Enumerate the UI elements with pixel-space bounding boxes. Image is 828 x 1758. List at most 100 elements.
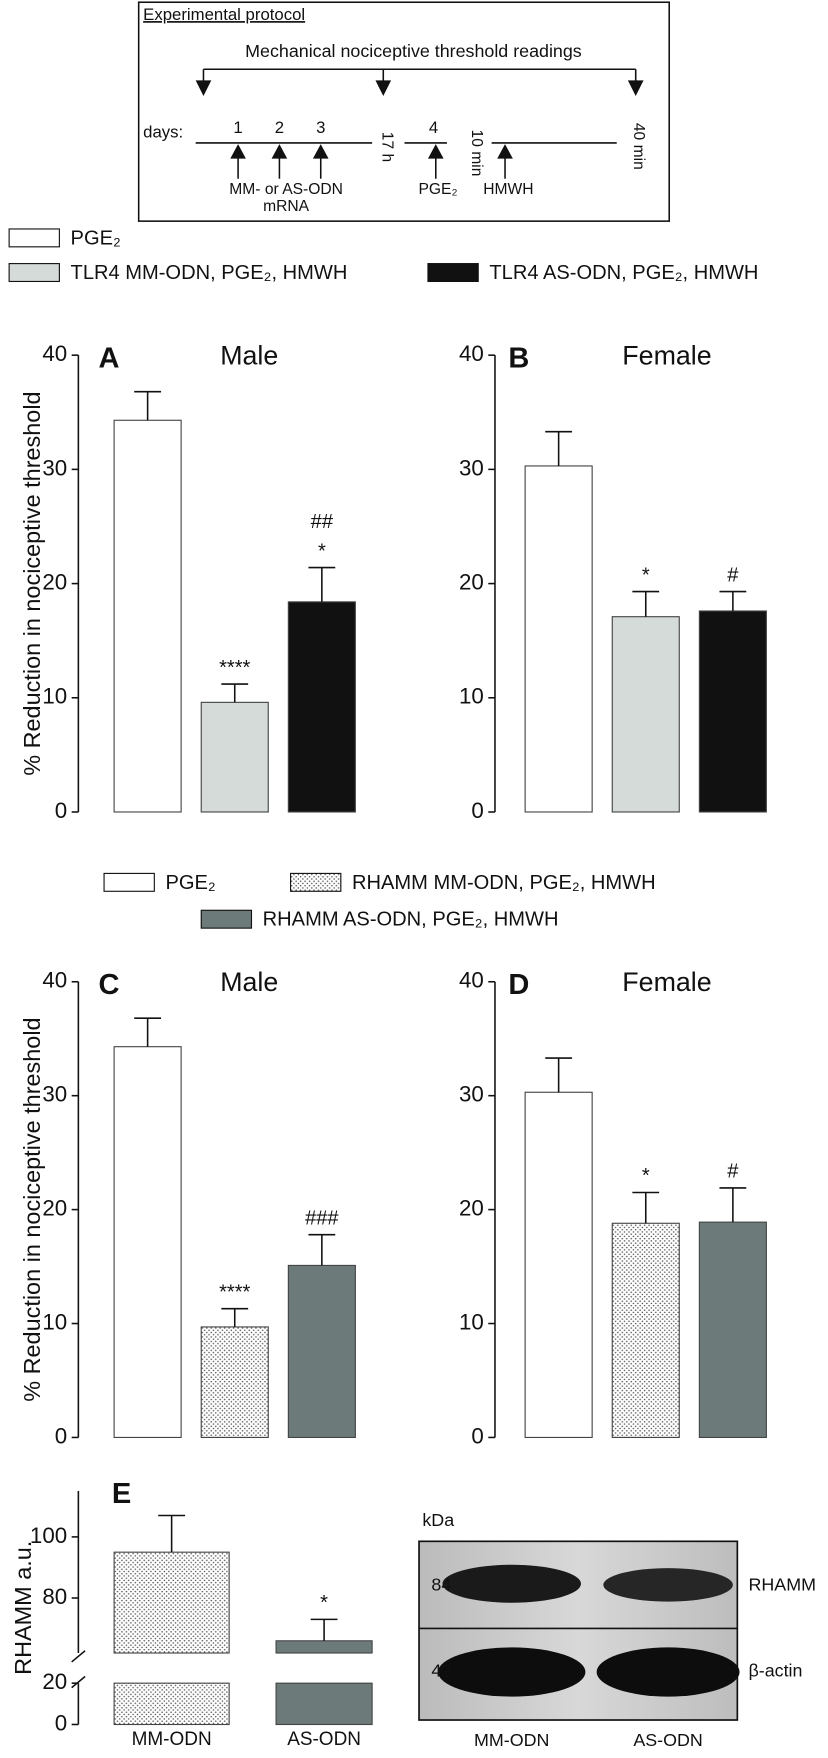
error-bar	[719, 1187, 747, 1223]
significance-label: *	[320, 1592, 328, 1614]
readings-label: Mechanical nociceptive threshold reading…	[245, 41, 582, 61]
y-tick-label: 0	[471, 1423, 483, 1448]
bar-segment	[113, 1551, 230, 1654]
wait-label: 17 h	[379, 132, 396, 162]
blot-lane: MM-ODN	[474, 1730, 549, 1750]
y-tick-label: 0	[55, 1423, 67, 1448]
treatment-label: MM- or AS-ODN	[229, 181, 343, 198]
bar	[698, 610, 767, 813]
error-bar	[719, 590, 747, 611]
bar-segment	[524, 465, 593, 813]
bar-segment	[113, 1682, 230, 1726]
protocol-title: Experimental protocol	[143, 5, 305, 24]
panel-letter: E	[112, 1478, 131, 1510]
legend-label: TLR4 MM-ODN, PGE₂, HMWH	[71, 262, 348, 284]
legend-label: PGE₂	[165, 872, 215, 894]
y-tick-label: 30	[459, 1082, 484, 1107]
bar	[200, 1326, 269, 1439]
y-tick-label: 40	[459, 968, 484, 993]
y-tick-label: 30	[459, 455, 484, 480]
error-bar	[632, 1191, 660, 1224]
y-tick-label: 20	[42, 1669, 67, 1694]
hmwh-label: HMWH	[483, 181, 533, 198]
treatment-label: mRNA	[263, 198, 310, 215]
legend-label: RHAMM AS-ODN, PGE₂, HMWH	[263, 909, 559, 931]
panel-title: Female	[622, 340, 711, 370]
bar-segment	[287, 601, 356, 813]
error-bar	[221, 1307, 249, 1327]
bar-segment	[200, 701, 269, 813]
y-tick-label: 80	[42, 1584, 67, 1609]
bar-segment	[698, 1221, 767, 1439]
error-bar	[310, 1618, 338, 1641]
bar	[275, 1640, 373, 1726]
y-tick-label: 10	[42, 684, 67, 709]
significance-label: *	[642, 564, 650, 586]
significance-label: ##	[311, 511, 334, 533]
bar-segment	[698, 610, 767, 813]
panel-letter: B	[508, 342, 529, 374]
bar-segment	[200, 1326, 269, 1439]
y-tick-label: 40	[459, 341, 484, 366]
blot-size: 42	[431, 1661, 451, 1681]
legend-label: TLR4 AS-ODN, PGE₂, HMWH	[489, 262, 758, 284]
bar	[698, 1221, 767, 1439]
y-tick-label: 40	[42, 968, 67, 993]
legend-swatch	[200, 909, 253, 929]
significance-label: *	[318, 540, 326, 562]
legend-swatch	[8, 263, 60, 283]
blot-lane: AS-ODN	[633, 1730, 702, 1750]
significance-label: ###	[305, 1207, 339, 1229]
panel-title: Female	[622, 967, 711, 997]
error-bar	[134, 1017, 162, 1047]
western-blot: kDa 84 42 RHAMM β-actin MM-ODN AS-ODN	[418, 1510, 816, 1750]
down-arrows	[195, 69, 644, 97]
y-tick-label: 0	[55, 1710, 67, 1735]
bar	[524, 465, 593, 813]
y-tick-label: 20	[459, 1196, 484, 1221]
blot-size: 84	[431, 1575, 451, 1595]
y-tick-label: 20	[42, 569, 67, 594]
bar	[287, 601, 356, 813]
error-bar	[134, 390, 162, 421]
pge2-label: PGE₂	[418, 181, 457, 198]
wait-label: 10 min	[468, 130, 485, 177]
legend-label: PGE₂	[71, 227, 121, 249]
error-bar	[545, 1057, 573, 1093]
day: 3	[316, 118, 325, 137]
legend-swatch	[8, 228, 60, 248]
y-axis-label: % Reduction in nociceptive threshold	[19, 391, 45, 775]
blot-unit: kDa	[422, 1510, 454, 1530]
y-tick-label: 10	[459, 684, 484, 709]
blot-protein: RHAMM	[749, 1575, 816, 1595]
day: 1	[233, 118, 242, 137]
bar-segment	[113, 419, 182, 813]
legend-label: RHAMM MM-ODN, PGE₂, HMWH	[352, 872, 656, 894]
x-tick-label: MM-ODN	[132, 1729, 212, 1750]
significance-label: ****	[219, 657, 250, 679]
bar	[524, 1091, 593, 1439]
protocol-box	[137, 1, 670, 222]
bar	[611, 616, 680, 813]
y-tick-label: 100	[30, 1523, 67, 1548]
y-axis-label: RHAMM a.u.	[10, 1541, 36, 1675]
error-bar	[545, 430, 573, 466]
protocol-diagram: Experimental protocol Mechanical nocicep…	[137, 1, 670, 222]
y-tick-label: 30	[42, 455, 67, 480]
up-arrows	[230, 144, 513, 179]
legend-swatch	[103, 872, 155, 892]
error-bar	[632, 590, 660, 617]
bar-segment	[113, 1046, 182, 1439]
bar-segment	[611, 616, 680, 813]
panel-letter: D	[508, 969, 529, 1001]
bar	[113, 419, 182, 813]
panel-letter: C	[98, 969, 119, 1001]
panel-title: Male	[220, 340, 278, 370]
x-tick-label: AS-ODN	[287, 1729, 361, 1750]
significance-label: #	[727, 1161, 739, 1183]
bar-segment	[275, 1682, 373, 1726]
significance-label: *	[642, 1165, 650, 1187]
day: 2	[275, 118, 284, 137]
bar	[113, 1551, 230, 1726]
